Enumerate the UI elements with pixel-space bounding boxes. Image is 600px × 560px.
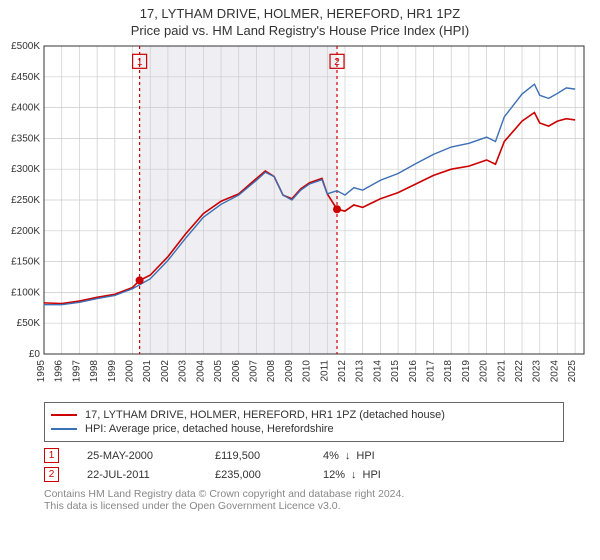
svg-text:2003: 2003	[178, 360, 189, 383]
sale-date: 22-JUL-2011	[87, 469, 187, 481]
svg-text:2008: 2008	[266, 360, 277, 383]
sale-price: £235,000	[215, 469, 295, 481]
legend: 17, LYTHAM DRIVE, HOLMER, HEREFORD, HR1 …	[44, 402, 564, 442]
sale-date: 25-MAY-2000	[87, 450, 187, 462]
svg-text:1998: 1998	[89, 360, 100, 383]
sale-row: 2 22-JUL-2011 £235,000 12% ↓ HPI	[44, 467, 564, 482]
legend-swatch	[51, 428, 77, 430]
arrow-down-icon: ↓	[345, 450, 351, 462]
legend-label: HPI: Average price, detached house, Here…	[85, 423, 334, 435]
svg-text:£300K: £300K	[11, 164, 40, 175]
legend-item-hpi: HPI: Average price, detached house, Here…	[51, 423, 557, 435]
svg-text:2025: 2025	[567, 360, 578, 383]
svg-text:2014: 2014	[372, 360, 383, 383]
svg-text:2018: 2018	[443, 360, 454, 383]
svg-text:£200K: £200K	[11, 226, 40, 237]
svg-text:£100K: £100K	[11, 287, 40, 298]
svg-text:2017: 2017	[426, 360, 437, 383]
footnote-line: Contains HM Land Registry data © Crown c…	[44, 488, 564, 500]
svg-text:2013: 2013	[355, 360, 366, 383]
svg-text:£350K: £350K	[11, 133, 40, 144]
sales-table: 1 25-MAY-2000 £119,500 4% ↓ HPI 2 22-JUL…	[44, 448, 564, 482]
svg-text:2009: 2009	[284, 360, 295, 383]
svg-text:£400K: £400K	[11, 103, 40, 114]
chart-svg: £0 £50K £100K £150K £200K £250K £300K £350K £400…	[0, 38, 600, 398]
footnote-line: This data is licensed under the Open Gov…	[44, 500, 564, 512]
legend-swatch	[51, 414, 77, 416]
chart-titles: 17, LYTHAM DRIVE, HOLMER, HEREFORD, HR1 …	[0, 0, 600, 38]
legend-label: 17, LYTHAM DRIVE, HOLMER, HEREFORD, HR1 …	[85, 409, 445, 421]
svg-text:2007: 2007	[248, 360, 259, 383]
title-main: 17, LYTHAM DRIVE, HOLMER, HEREFORD, HR1 …	[0, 6, 600, 21]
svg-text:1997: 1997	[71, 360, 82, 383]
svg-text:2011: 2011	[319, 360, 330, 382]
svg-text:£250K: £250K	[11, 195, 40, 206]
sale-price: £119,500	[215, 450, 295, 462]
svg-text:2002: 2002	[160, 360, 171, 383]
svg-text:£0: £0	[29, 349, 41, 360]
svg-text:1996: 1996	[54, 360, 65, 383]
svg-text:1: 1	[137, 57, 143, 68]
svg-text:2: 2	[334, 57, 340, 68]
svg-text:2016: 2016	[408, 360, 419, 383]
svg-text:2015: 2015	[390, 360, 401, 383]
svg-text:£50K: £50K	[17, 318, 41, 329]
legend-item-subject: 17, LYTHAM DRIVE, HOLMER, HEREFORD, HR1 …	[51, 409, 557, 421]
arrow-down-icon: ↓	[351, 469, 357, 481]
svg-text:£150K: £150K	[11, 257, 40, 268]
svg-text:2010: 2010	[302, 360, 313, 383]
svg-text:£450K: £450K	[11, 72, 40, 83]
sale-marker: 2	[44, 467, 59, 482]
svg-text:2012: 2012	[337, 360, 348, 383]
price-chart: £0 £50K £100K £150K £200K £250K £300K £350K £400…	[0, 38, 600, 398]
sale-diff: 4% ↓ HPI	[323, 450, 375, 462]
sale-diff: 12% ↓ HPI	[323, 469, 381, 481]
title-sub: Price paid vs. HM Land Registry's House …	[0, 23, 600, 38]
svg-text:2001: 2001	[142, 360, 153, 383]
svg-text:2006: 2006	[231, 360, 242, 383]
svg-text:2021: 2021	[496, 360, 507, 383]
svg-text:2019: 2019	[461, 360, 472, 383]
svg-text:1995: 1995	[36, 360, 47, 383]
svg-text:1999: 1999	[107, 360, 118, 383]
svg-text:2023: 2023	[532, 360, 543, 383]
svg-text:2004: 2004	[195, 360, 206, 383]
svg-text:2005: 2005	[213, 360, 224, 383]
footnote: Contains HM Land Registry data © Crown c…	[44, 488, 564, 512]
svg-text:2020: 2020	[479, 360, 490, 383]
svg-text:2022: 2022	[514, 360, 525, 383]
sale-marker: 1	[44, 448, 59, 463]
svg-text:2000: 2000	[125, 360, 136, 383]
sale-row: 1 25-MAY-2000 £119,500 4% ↓ HPI	[44, 448, 564, 463]
svg-text:2024: 2024	[549, 360, 560, 383]
svg-text:£500K: £500K	[11, 41, 40, 52]
